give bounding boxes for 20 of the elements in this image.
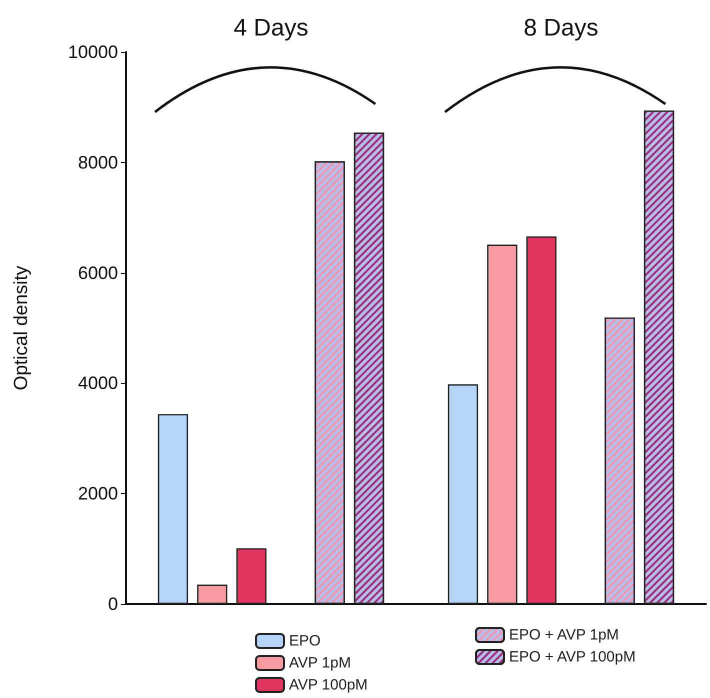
y-tick-label: 4000 — [78, 373, 118, 394]
legend-label: EPO + AVP 1pM — [509, 626, 619, 644]
legend-label: AVP 1pM — [289, 654, 351, 672]
legend-label: AVP 100pM — [289, 676, 368, 694]
bar — [526, 236, 556, 604]
bar — [197, 584, 228, 604]
y-tick-label: 8000 — [78, 152, 118, 172]
y-tick-label: 6000 — [78, 262, 118, 283]
y-tick-label: 2000 — [78, 484, 118, 504]
bar — [158, 414, 188, 604]
bar — [448, 384, 478, 604]
y-tick-label: 10000 — [68, 42, 118, 62]
y-axis-title: Optical density — [11, 265, 32, 390]
legend-label: EPO — [289, 632, 321, 650]
bar — [487, 244, 518, 604]
bar — [236, 548, 266, 604]
legend-label: EPO + AVP 100pM — [509, 648, 636, 666]
y-tick-label: 0 — [108, 594, 118, 614]
x-tick-label: 8 Days — [524, 14, 598, 42]
x-tick-label: 4 Days — [234, 14, 308, 42]
